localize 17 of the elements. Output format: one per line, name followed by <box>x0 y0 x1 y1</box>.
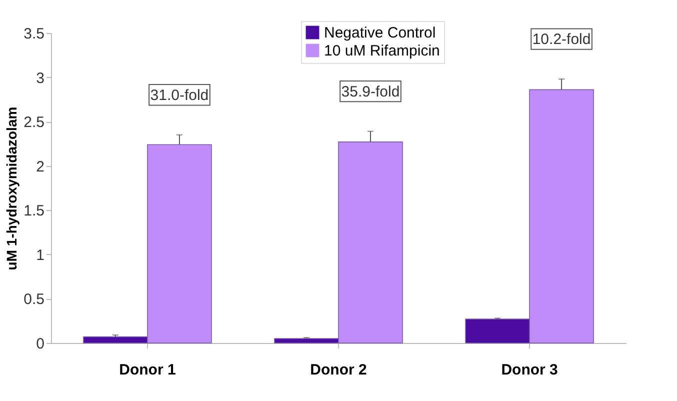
y-tick-label: 2.5 <box>24 114 44 132</box>
y-tick-label: 0 <box>36 336 44 352</box>
y-axis-title: uM 1-hydroxymidazolam <box>4 106 20 270</box>
x-tick-label: Donor 2 <box>310 362 367 378</box>
legend-label: 10 uM Rifampicin <box>324 42 440 60</box>
annotation: 35.9-fold <box>341 83 400 100</box>
y-tick-label: 1.5 <box>24 202 44 220</box>
y-tick-label: 2 <box>36 158 44 176</box>
y-tick-label: 0.5 <box>24 291 44 308</box>
annotation: 10.2-fold <box>532 31 591 48</box>
x-tick-label: Donor 3 <box>501 362 558 378</box>
y-tick-label: 3 <box>36 70 44 87</box>
annotation: 31.0-fold <box>150 86 209 104</box>
x-tick-label: Donor 1 <box>119 362 176 378</box>
y-tick-label: 3.5 <box>24 26 44 42</box>
legend-label: Negative Control <box>324 24 436 42</box>
y-tick-label: 1 <box>36 246 44 264</box>
